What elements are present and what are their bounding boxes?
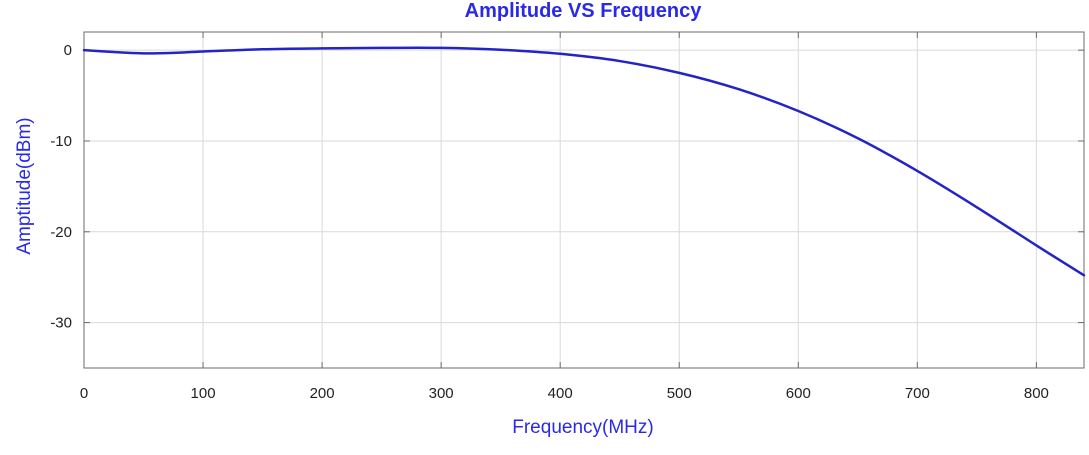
- y-tick-label: -10: [50, 133, 72, 150]
- y-tick-label: 0: [64, 42, 72, 59]
- x-tick-label: 100: [191, 385, 216, 402]
- plot-frame: [83, 31, 1085, 369]
- y-tick-label: -30: [50, 315, 72, 332]
- x-tick-label: 500: [667, 385, 692, 402]
- x-tick-label: 300: [429, 385, 454, 402]
- x-tick-label: 800: [1024, 385, 1049, 402]
- x-axis-title: Frequency(MHz): [512, 417, 653, 438]
- amplitude-series-line: [82, 46, 1086, 277]
- chart-title: Amplitude VS Frequency: [465, 0, 703, 22]
- x-tick-label: 0: [80, 385, 88, 402]
- x-tick-label: 600: [786, 385, 811, 402]
- x-tick-label: 200: [310, 385, 335, 402]
- tick-layer: 0 100 200 300 400 500 600 700 800 0 -10 -20 -30: [50, 32, 1084, 402]
- y-axis-title: Amptitude(dBm): [14, 117, 35, 254]
- x-tick-label: 400: [548, 385, 573, 402]
- x-tick-label: 700: [905, 385, 930, 402]
- series-layer: [82, 46, 1086, 277]
- grid-layer: [83, 32, 1084, 368]
- y-tick-label: -20: [50, 224, 72, 241]
